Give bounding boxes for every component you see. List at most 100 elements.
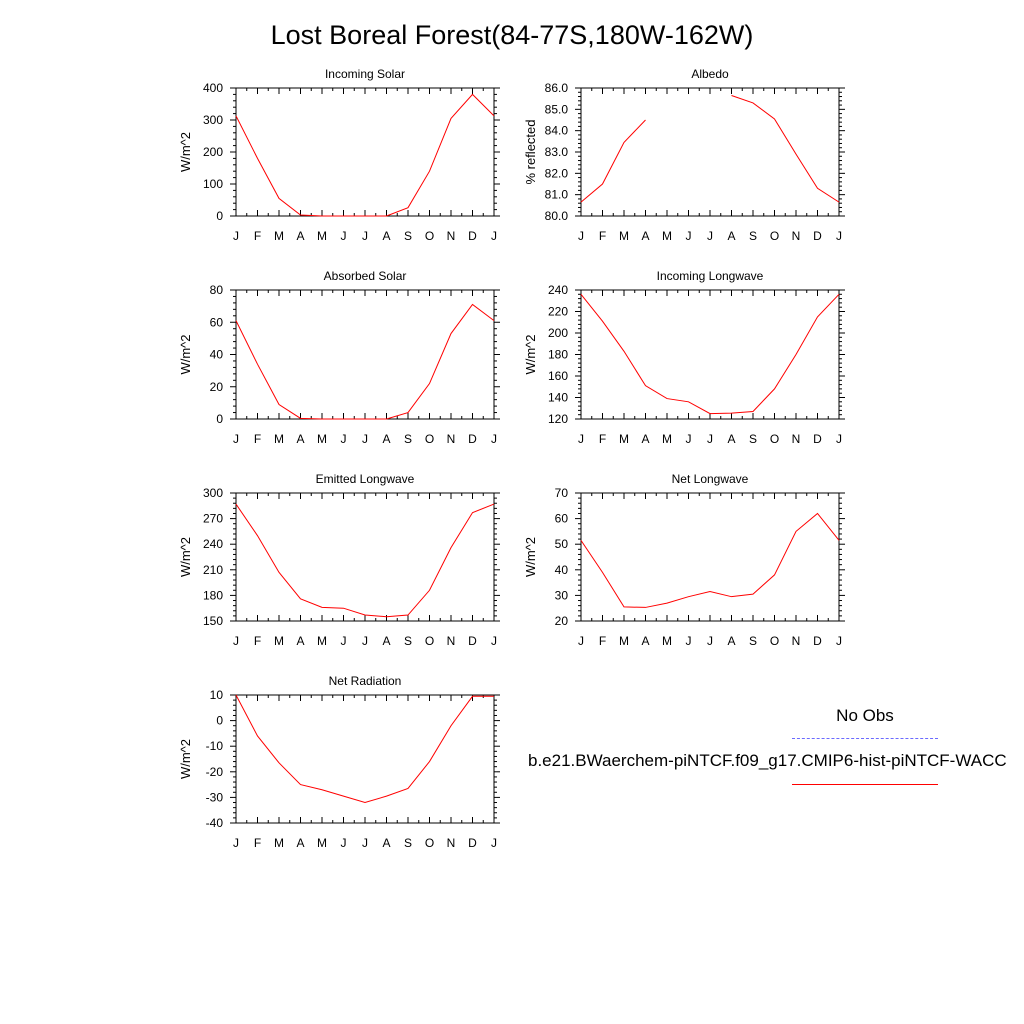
x-tick-label: A bbox=[727, 634, 735, 648]
x-tick-label: M bbox=[274, 634, 284, 648]
x-tick-label: A bbox=[727, 229, 735, 243]
x-tick-label: O bbox=[425, 229, 434, 243]
x-tick-label: J bbox=[233, 432, 239, 446]
x-tick-label: S bbox=[404, 836, 412, 850]
panel-title: Net Longwave bbox=[672, 472, 749, 486]
x-tick-label: F bbox=[599, 634, 606, 648]
panel-title: Albedo bbox=[691, 67, 729, 81]
x-tick-label: J bbox=[578, 634, 584, 648]
panel-3: J F M A M J J A S O N D J120140160180200220240Incomi… bbox=[523, 269, 845, 446]
x-tick-label: M bbox=[619, 432, 629, 446]
series-line bbox=[235, 303, 495, 420]
panel-title: Absorbed Solar bbox=[324, 269, 407, 283]
x-tick-label: F bbox=[254, 634, 261, 648]
y-tick-label: 30 bbox=[555, 588, 569, 602]
y-tick-label: 0 bbox=[216, 209, 223, 223]
y-axis-label: W/m^2 bbox=[178, 739, 193, 779]
y-tick-label: 0 bbox=[216, 412, 223, 426]
y-tick-label: 60 bbox=[210, 315, 224, 329]
y-tick-label: 70 bbox=[555, 486, 569, 500]
x-tick-label: J bbox=[233, 634, 239, 648]
x-tick-label: J bbox=[341, 229, 347, 243]
y-tick-label: 180 bbox=[548, 348, 568, 362]
y-tick-label: 300 bbox=[203, 113, 223, 127]
panel-title: Emitted Longwave bbox=[316, 472, 415, 486]
y-tick-label: 400 bbox=[203, 81, 223, 95]
x-tick-label: F bbox=[254, 229, 261, 243]
x-tick-label: A bbox=[296, 432, 304, 446]
plot-frame bbox=[235, 289, 495, 420]
y-tick-label: 210 bbox=[203, 563, 223, 577]
x-tick-label: M bbox=[274, 836, 284, 850]
x-tick-label: J bbox=[491, 432, 497, 446]
plot-frame bbox=[235, 87, 495, 217]
x-tick-label: J bbox=[578, 432, 584, 446]
y-tick-label: 83.0 bbox=[545, 145, 569, 159]
x-tick-label: J bbox=[836, 229, 842, 243]
series-line bbox=[580, 512, 840, 608]
legend-obs-line bbox=[792, 738, 938, 739]
x-tick-label: A bbox=[296, 836, 304, 850]
x-tick-label: D bbox=[468, 229, 477, 243]
y-axis-label: W/m^2 bbox=[523, 537, 538, 577]
x-tick-label: M bbox=[662, 432, 672, 446]
y-tick-label: 80 bbox=[210, 283, 224, 297]
y-tick-label: 270 bbox=[203, 512, 223, 526]
y-tick-label: 150 bbox=[203, 614, 223, 628]
x-tick-label: D bbox=[468, 634, 477, 648]
x-tick-label: O bbox=[425, 836, 434, 850]
x-tick-label: J bbox=[362, 229, 368, 243]
series-line bbox=[731, 94, 840, 203]
x-tick-label: N bbox=[792, 229, 801, 243]
legend-model-label: b.e21.BWaerchem-piNTCF.f09_g17.CMIP6-his… bbox=[528, 751, 1007, 770]
y-tick-label: 240 bbox=[203, 537, 223, 551]
y-axis-label: W/m^2 bbox=[178, 334, 193, 374]
series-line bbox=[580, 293, 840, 415]
x-tick-label: M bbox=[317, 229, 327, 243]
x-tick-label: D bbox=[813, 634, 822, 648]
panel-title: Net Radiation bbox=[329, 674, 402, 688]
y-tick-label: 220 bbox=[548, 305, 568, 319]
x-tick-label: N bbox=[447, 836, 456, 850]
x-tick-label: S bbox=[404, 432, 412, 446]
y-tick-label: 40 bbox=[210, 348, 224, 362]
x-tick-label: D bbox=[468, 836, 477, 850]
x-tick-label: J bbox=[233, 229, 239, 243]
x-tick-label: O bbox=[770, 432, 779, 446]
x-tick-label: J bbox=[836, 634, 842, 648]
x-tick-label: A bbox=[382, 432, 390, 446]
y-tick-label: 100 bbox=[203, 177, 223, 191]
x-tick-label: J bbox=[341, 836, 347, 850]
panel-1: J F M A M J J A S O N D J80.081.082.083.084.085.086.… bbox=[523, 67, 845, 243]
y-tick-label: 180 bbox=[203, 588, 223, 602]
y-tick-label: 20 bbox=[210, 380, 224, 394]
x-tick-label: F bbox=[599, 229, 606, 243]
x-tick-label: N bbox=[447, 432, 456, 446]
x-tick-label: M bbox=[662, 229, 672, 243]
x-tick-label: J bbox=[341, 634, 347, 648]
plot-frame bbox=[580, 87, 840, 217]
y-tick-label: 82.0 bbox=[545, 166, 569, 180]
x-tick-label: O bbox=[770, 229, 779, 243]
legend-obs-label: No Obs bbox=[836, 706, 894, 725]
y-axis-label: % reflected bbox=[523, 119, 538, 184]
y-axis-label: W/m^2 bbox=[523, 334, 538, 374]
x-tick-label: S bbox=[749, 634, 757, 648]
y-tick-label: 20 bbox=[555, 614, 569, 628]
y-tick-label: 120 bbox=[548, 412, 568, 426]
y-axis-label: W/m^2 bbox=[178, 537, 193, 577]
x-tick-label: J bbox=[707, 432, 713, 446]
x-tick-label: M bbox=[317, 836, 327, 850]
x-tick-label: F bbox=[254, 836, 261, 850]
x-tick-label: O bbox=[425, 634, 434, 648]
x-tick-label: A bbox=[382, 836, 390, 850]
x-tick-label: M bbox=[662, 634, 672, 648]
series-line bbox=[580, 119, 646, 203]
x-tick-label: J bbox=[707, 634, 713, 648]
